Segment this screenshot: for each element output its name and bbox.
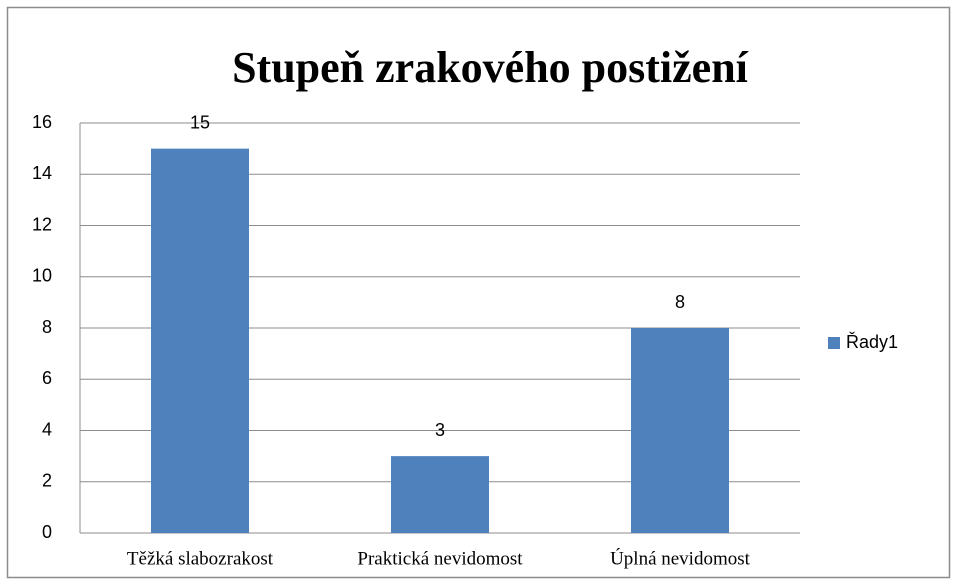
x-tick-label: Těžká slabozrakost — [127, 548, 274, 569]
chart-title: Stupeň zrakového postižení — [232, 43, 749, 92]
data-label: 15 — [190, 112, 210, 132]
y-tick-label: 6 — [42, 368, 52, 388]
legend-swatch — [828, 337, 840, 349]
data-label: 3 — [435, 420, 445, 440]
bar — [391, 456, 489, 533]
legend-label: Řady1 — [846, 332, 898, 352]
x-tick-label: Úplná nevidomost — [610, 547, 751, 569]
bar — [151, 148, 249, 533]
y-tick-label: 12 — [32, 214, 52, 234]
bar — [631, 328, 729, 533]
y-tick-label: 8 — [42, 317, 52, 337]
y-tick-label: 2 — [42, 471, 52, 491]
y-tick-label: 0 — [42, 522, 52, 542]
y-tick-label: 10 — [32, 266, 52, 286]
x-tick-label: Praktická nevidomost — [357, 548, 523, 569]
y-tick-label: 16 — [32, 112, 52, 132]
y-tick-label: 4 — [42, 419, 52, 439]
data-label: 8 — [675, 292, 685, 312]
y-tick-label: 14 — [32, 163, 52, 183]
